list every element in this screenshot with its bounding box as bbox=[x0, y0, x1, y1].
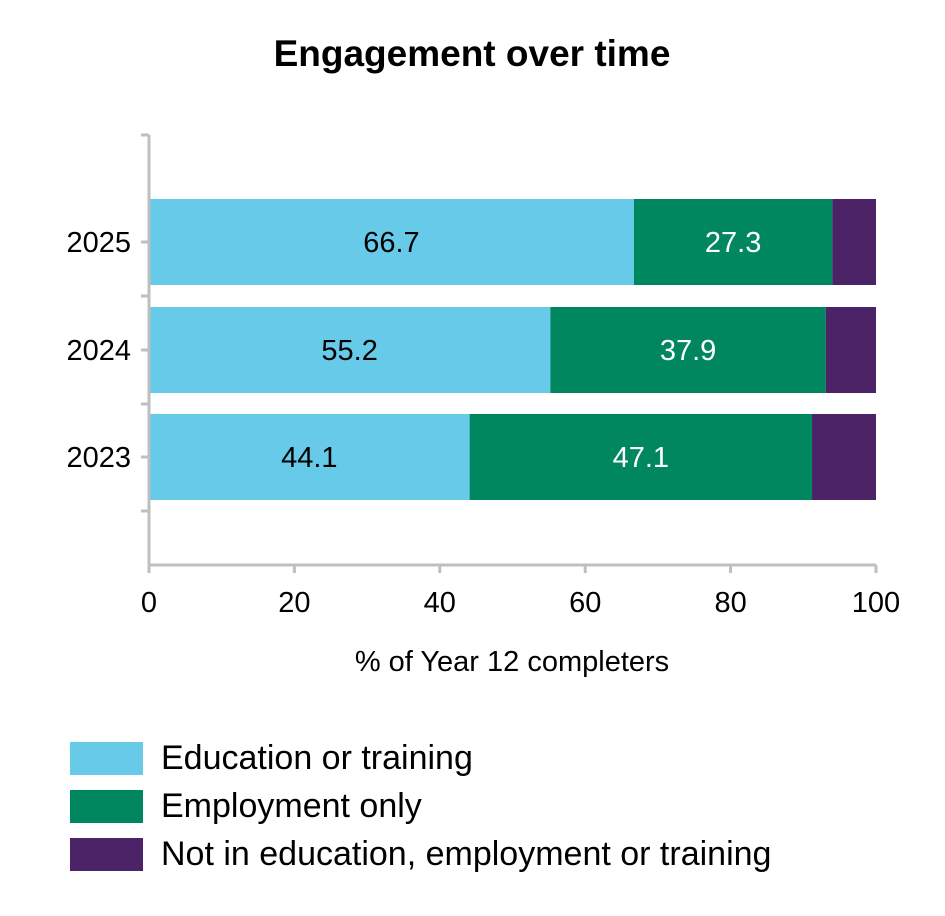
legend-label: Employment only bbox=[161, 786, 422, 825]
x-tick-label-100: 100 bbox=[852, 587, 900, 619]
bar-label-2024-1: 55.2 bbox=[321, 335, 377, 367]
bar-segment-2024-3 bbox=[825, 307, 876, 393]
y-tick-label-2024: 2024 bbox=[66, 335, 131, 367]
legend-swatch bbox=[70, 837, 143, 871]
bar-segment-2023-3 bbox=[812, 414, 876, 500]
bar-label-2023-2: 47.1 bbox=[613, 442, 669, 474]
bar-segment-2024-2 bbox=[550, 307, 826, 393]
x-tick-label-20: 20 bbox=[278, 587, 310, 619]
legend-swatch bbox=[70, 741, 143, 775]
x-tick-label-60: 60 bbox=[569, 587, 601, 619]
bar-label-2025-2: 27.3 bbox=[705, 227, 761, 259]
legend-label: Not in education, employment or training bbox=[161, 834, 772, 873]
bar-segment-2023-1 bbox=[149, 414, 470, 500]
bar-label-2024-2: 37.9 bbox=[660, 335, 716, 367]
legend: Education or training Employment only Not … bbox=[70, 734, 771, 878]
legend-label: Education or training bbox=[161, 738, 473, 777]
bar-segment-2023-2 bbox=[469, 414, 813, 500]
bar-segment-2025-3 bbox=[832, 199, 876, 285]
legend-item-1: Education or training bbox=[70, 734, 771, 782]
bar-segment-2024-1 bbox=[149, 307, 551, 393]
chart-title: Engagement over time bbox=[274, 33, 671, 74]
legend-item-2: Employment only bbox=[70, 782, 771, 830]
y-tick-label-2025: 2025 bbox=[66, 227, 131, 259]
legend-swatch bbox=[70, 789, 143, 823]
x-tick-label-80: 80 bbox=[714, 587, 746, 619]
y-tick-label-2023: 2023 bbox=[66, 442, 131, 474]
bar-segment-2025-1 bbox=[149, 199, 634, 285]
x-tick-label-0: 0 bbox=[141, 587, 157, 619]
bars-group: 66.7 27.3 55.2 37.9 44.1 47.1 bbox=[149, 199, 876, 500]
axes-group: 2025 2024 2023 0 20 40 60 80 100 bbox=[66, 133, 900, 619]
bar-label-2025-1: 66.7 bbox=[363, 227, 419, 259]
x-tick-label-40: 40 bbox=[424, 587, 456, 619]
legend-item-3: Not in education, employment or training bbox=[70, 830, 771, 878]
bar-segment-2025-2 bbox=[633, 199, 833, 285]
bar-label-2023-1: 44.1 bbox=[281, 442, 337, 474]
x-axis-label: % of Year 12 completers bbox=[355, 646, 669, 678]
